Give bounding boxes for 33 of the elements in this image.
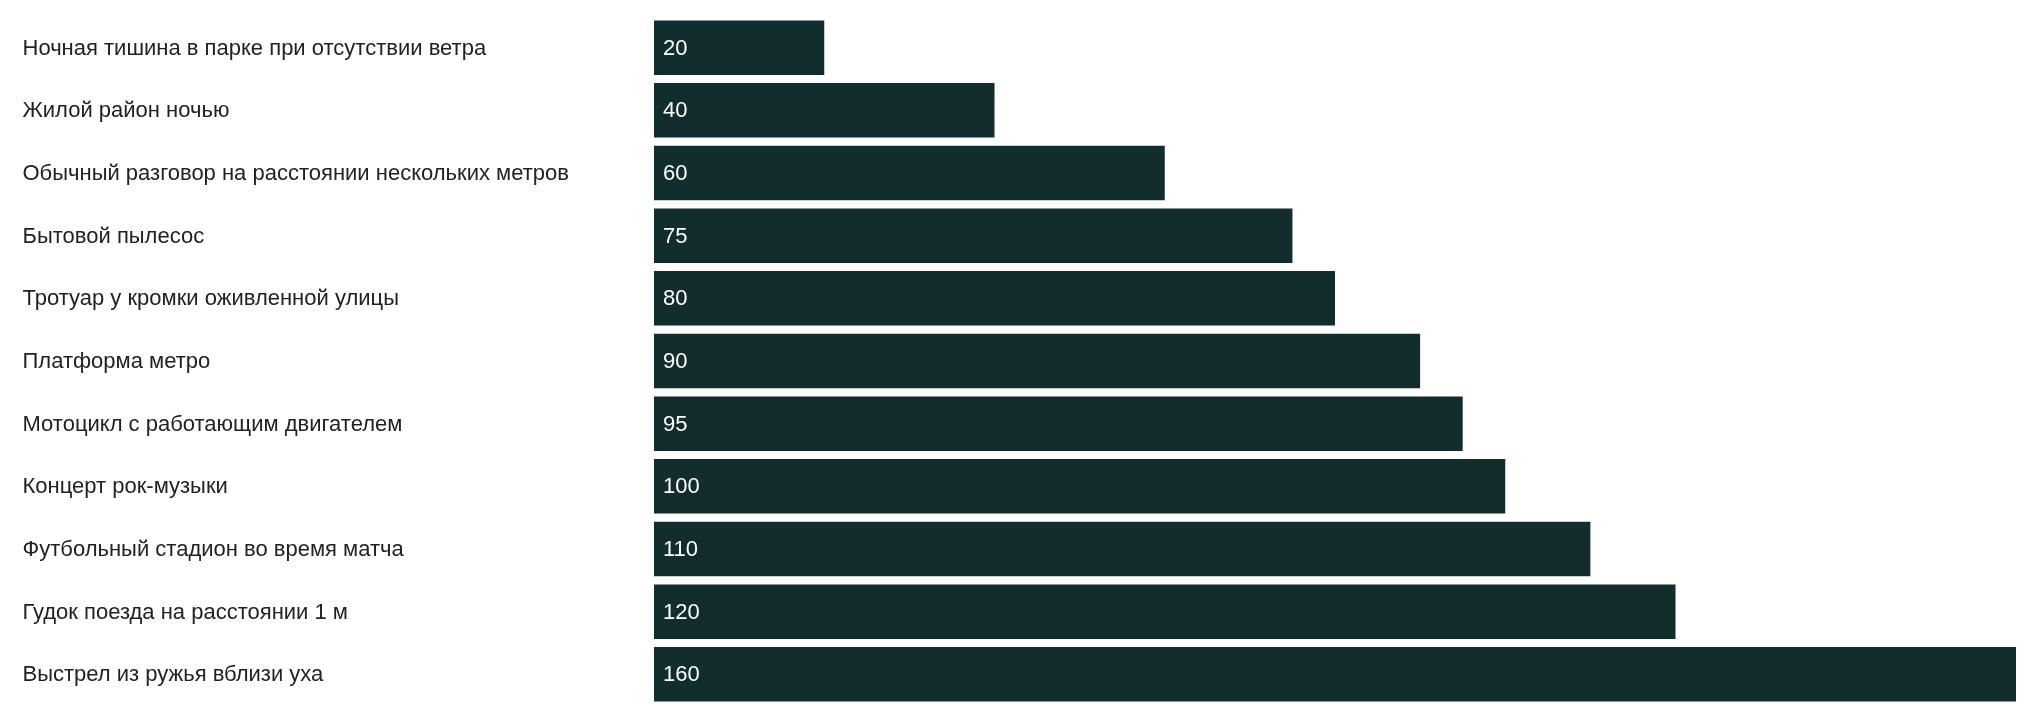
bar — [654, 396, 1463, 451]
bar — [654, 459, 1506, 514]
y-tick-label: Футбольный стадион во время матча — [22, 536, 405, 562]
data-label: 40 — [663, 97, 688, 123]
bar — [654, 83, 995, 138]
bar — [654, 521, 1591, 577]
data-label: 100 — [663, 473, 700, 499]
data-label: 90 — [663, 348, 688, 373]
bar — [654, 208, 1293, 263]
data-label: 110 — [663, 536, 699, 562]
y-tick-label: Выстрел из ружья вблизи уха — [22, 661, 325, 687]
y-tick-label: Тротуар у кромки оживленной улицы — [22, 285, 399, 311]
data-label: 75 — [663, 222, 688, 248]
data-label: 80 — [663, 285, 688, 311]
y-tick-label: Мотоцикл с работающим двигателем — [22, 410, 403, 436]
y-tick-label: Концерт рок-музыки — [22, 473, 228, 499]
y-tick-label: Обычный разговор на расстоянии нескольких метров — [22, 159, 569, 185]
y-tick-label: Ночная тишина в парке при отсутствии ветра — [22, 34, 487, 60]
bar — [654, 584, 1676, 639]
data-label: 20 — [663, 34, 688, 60]
y-tick-label: Бытовой пылесос — [22, 222, 205, 248]
bar — [654, 145, 1165, 201]
bar — [654, 20, 825, 75]
bar — [654, 647, 2016, 702]
bar — [654, 271, 1335, 326]
data-label: 160 — [663, 661, 700, 687]
data-label: 60 — [663, 159, 688, 185]
data-label: 120 — [663, 598, 700, 624]
y-tick-label: Жилой район ночью — [22, 97, 230, 123]
data-label: 95 — [663, 410, 688, 436]
bar — [654, 333, 1421, 389]
y-tick-label: Платформа метро — [22, 348, 211, 373]
y-tick-label: Гудок поезда на расстоянии 1 м — [22, 598, 348, 624]
